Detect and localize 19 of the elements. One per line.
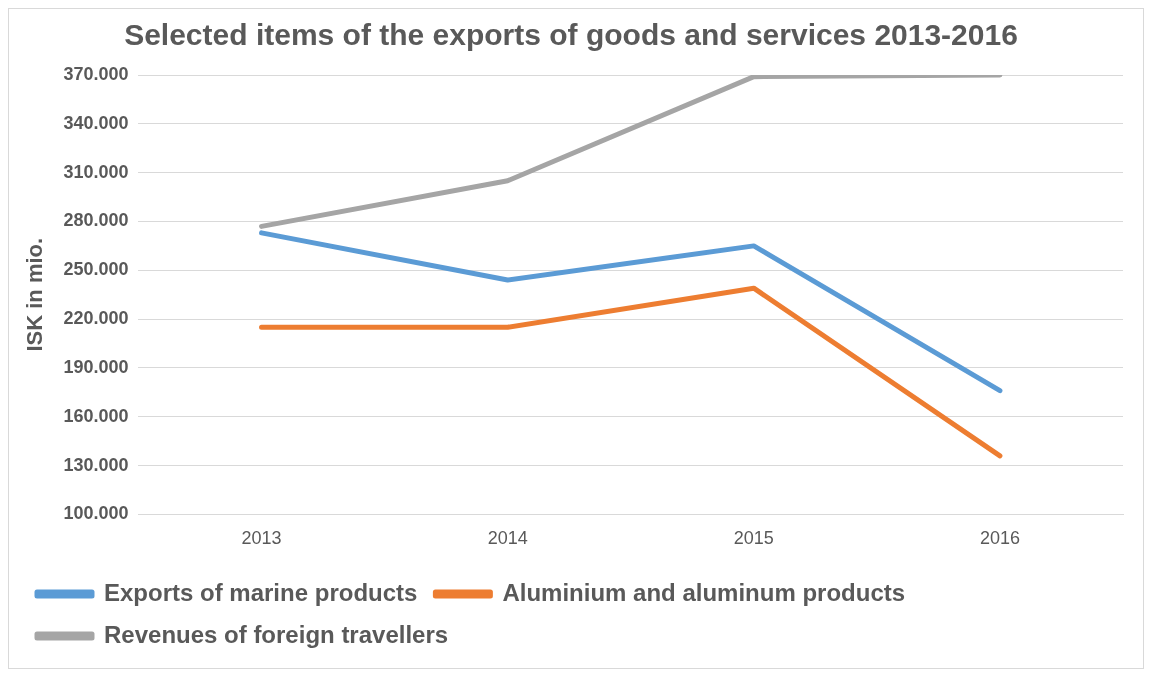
y-tick-label: 220.000 [63, 308, 129, 329]
y-tick-label: 370.000 [63, 63, 129, 84]
x-tick-label: 2015 [733, 528, 774, 549]
y-tick-label: 190.000 [63, 356, 129, 377]
y-tick-label: 250.000 [63, 259, 129, 280]
chart-title: Selected items of the exports of goods and services 2013-2016 [124, 18, 1018, 52]
x-tick-label: 2016 [979, 528, 1020, 549]
x-tick-label: 2014 [487, 528, 528, 549]
y-tick-label: 160.000 [63, 405, 129, 426]
legend-label: Aluminium and aluminum products [502, 578, 906, 606]
y-tick-label: 310.000 [63, 161, 129, 182]
legend-label: Revenues of foreign travellers [104, 620, 449, 648]
y-tick-label: 280.000 [63, 210, 129, 231]
x-tick-label: 2013 [241, 528, 282, 549]
y-tick-label: 100.000 [63, 503, 129, 524]
y-tick-label: 130.000 [63, 454, 129, 475]
y-tick-label: 340.000 [63, 112, 129, 133]
legend-label: Exports of marine products [104, 578, 418, 606]
y-axis-title: ISK in mio. [22, 237, 48, 352]
